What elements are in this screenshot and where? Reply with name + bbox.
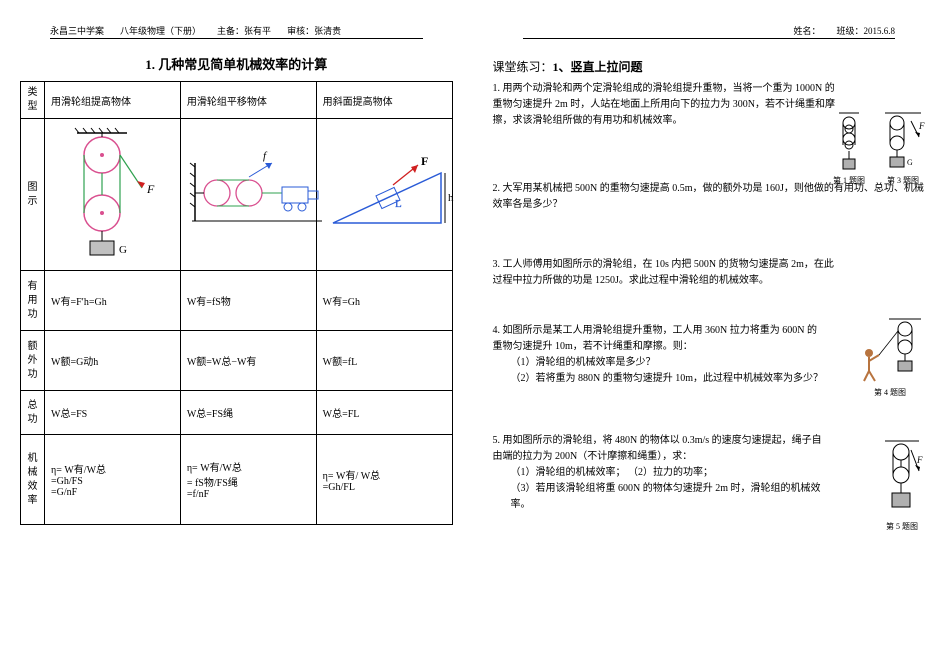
svg-text:G: G xyxy=(119,244,127,256)
question-5: 5. 用如图所示的滑轮组，将 480N 的物体以 0.3m/s 的速度匀速提起，… xyxy=(493,433,926,513)
total-c1: W总=FS xyxy=(45,391,181,435)
reviewer: 审核：张清贵 xyxy=(287,24,341,37)
svg-text:L: L xyxy=(395,198,402,210)
header-rule-right xyxy=(523,38,896,39)
useful-c3: W有=Gh xyxy=(316,271,452,331)
row-label-type: 类型 xyxy=(21,82,45,119)
useful-c1: W有=F′h=Gh xyxy=(45,271,181,331)
extra-c3: W额=fL xyxy=(316,331,452,391)
doc-header-right: 姓名： 班级：2015.6.8 xyxy=(523,24,896,37)
eff-c1: η= W有/W总 =Gh/FS =G/nF xyxy=(45,435,181,525)
eff-c2: η= W有/W总 = fS物/FS绳 =f/nF xyxy=(180,435,316,525)
name-field: 姓名： xyxy=(793,24,820,37)
total-c2: W总=FS绳 xyxy=(180,391,316,435)
col3-header: 用斜面提高物体 xyxy=(316,82,452,119)
total-c3: W总=FL xyxy=(316,391,452,435)
efficiency-table: 类型 用滑轮组提高物体 用滑轮组平移物体 用斜面提高物体 图示 xyxy=(20,81,453,525)
col2-header: 用滑轮组平移物体 xyxy=(180,82,316,119)
extra-c2: W额=W总−W有 xyxy=(180,331,316,391)
svg-text:F: F xyxy=(146,182,155,196)
diagram-pulley-vertical: F G xyxy=(45,119,181,271)
question-1: 1. 用两个动滑轮和两个定滑轮组成的滑轮组提升重物，当将一个重为 1000N 的… xyxy=(493,81,926,129)
left-title: 1. 几种常见简单机械效率的计算 xyxy=(20,54,453,73)
figure-3: G F 第 3 题图 xyxy=(881,109,925,188)
editor: 主备：张有平 xyxy=(217,24,271,37)
question-3: 3. 工人师傅用如图所示的滑轮组，在 10s 内把 500N 的货物匀速提高 2… xyxy=(493,257,926,289)
doc-header: 永昌三中学案 八年级物理（下册） 主备：张有平 审核：张清贵 xyxy=(50,24,423,37)
grade: 八年级物理（下册） xyxy=(120,24,201,37)
svg-text:h: h xyxy=(448,192,454,204)
row-label-diagram: 图示 xyxy=(21,119,45,271)
question-2: 2. 大军用某机械把 500N 的重物匀速提高 0.5m，做的额外功是 160J… xyxy=(493,181,926,213)
svg-text:G: G xyxy=(907,158,913,167)
row-label-eff: 机械效率 xyxy=(21,435,45,525)
extra-c1: W额=G动h xyxy=(45,331,181,391)
diagram-pulley-horizontal: f xyxy=(180,119,316,271)
figure-1: 第 1 题图 xyxy=(833,109,865,188)
svg-text:F: F xyxy=(918,121,925,131)
school-name: 永昌三中学案 xyxy=(50,24,104,37)
svg-text:F: F xyxy=(916,455,923,465)
useful-c2: W有=fS物 xyxy=(180,271,316,331)
figure-4: 第 4 题图 xyxy=(855,315,925,400)
row-label-extra: 额外功 xyxy=(21,331,45,391)
diagram-incline: F L L h xyxy=(316,119,452,271)
practice-title: 课堂练习：1、竖直上拉问题 xyxy=(493,58,926,75)
figure-5: F 第 5 题图 xyxy=(879,437,925,534)
header-rule xyxy=(50,38,423,39)
row-label-total: 总功 xyxy=(21,391,45,435)
svg-text:F: F xyxy=(421,154,428,168)
class-field: 班级：2015.6.8 xyxy=(836,24,895,37)
row-label-useful: 有用功 xyxy=(21,271,45,331)
question-4: 4. 如图所示是某工人用滑轮组提升重物，工人用 360N 拉力将重为 600N … xyxy=(493,323,926,387)
svg-text:f: f xyxy=(263,150,268,162)
col1-header: 用滑轮组提高物体 xyxy=(45,82,181,119)
eff-c3: η= W有/ W总 =Gh/FL xyxy=(316,435,452,525)
